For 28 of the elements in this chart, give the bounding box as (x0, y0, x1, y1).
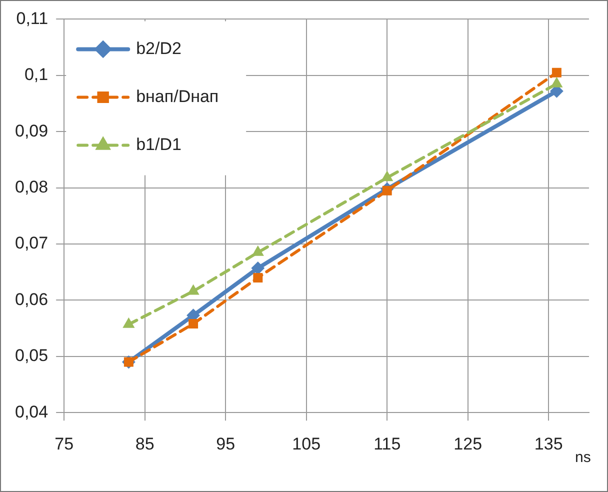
point (252, 246, 264, 256)
y-tick-label: 0,04 (14, 402, 48, 422)
y-tick-label: 0,06 (14, 290, 48, 309)
x-tick-label: 95 (216, 434, 236, 454)
y-tick-label: 0,09 (14, 121, 48, 140)
point (251, 262, 264, 275)
point (381, 171, 393, 182)
y-tick-label: 0,1 (24, 65, 48, 84)
x-tick-label: 125 (454, 434, 482, 454)
y-tick-label: 0,05 (14, 346, 48, 366)
y-tick-label: 0,11 (16, 8, 48, 28)
legend-label: bнап/Dнап (136, 86, 219, 106)
point (552, 68, 562, 78)
x-tick-label: 135 (534, 434, 563, 454)
x-tick-label: 85 (135, 434, 154, 454)
x-axis-title: ns (575, 449, 591, 466)
x-tick-label: 115 (374, 434, 401, 454)
point (188, 284, 199, 295)
x-tick-label: 105 (292, 434, 321, 454)
y-tick-label: 0,08 (14, 177, 48, 196)
point (122, 318, 134, 328)
point (188, 319, 198, 329)
point (551, 77, 562, 88)
y-tick-label: 0,07 (14, 234, 48, 253)
x-tick-label: 75 (54, 434, 74, 454)
legend-label: b2/D2 (136, 38, 182, 58)
point (253, 272, 263, 282)
legend-label: b1/D1 (136, 134, 182, 154)
